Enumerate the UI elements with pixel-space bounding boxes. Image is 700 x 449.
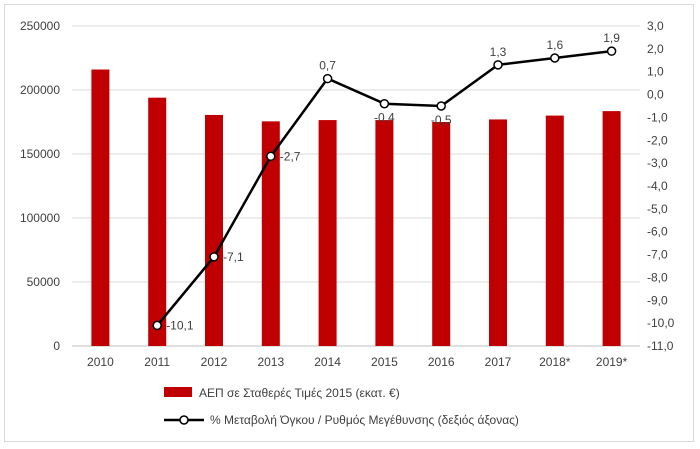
growth-data-label: 1,9 — [603, 31, 620, 45]
gdp-bars — [91, 69, 621, 347]
right-tick-label: -5,0 — [647, 202, 668, 216]
gdp-bar — [91, 69, 110, 347]
growth-point — [209, 252, 219, 262]
growth-point — [436, 101, 446, 111]
growth-point — [550, 53, 560, 63]
right-tick-label: -7,0 — [647, 248, 668, 262]
x-tick-label: 2019* — [596, 355, 628, 369]
x-tick-label: 2017 — [485, 355, 512, 369]
legend-line-label: % Μεταβολή Όγκου / Ρυθμός Μεγέθυνσης (δε… — [210, 413, 519, 427]
left-tick-label: 0 — [53, 339, 60, 353]
right-tick-label: -4,0 — [647, 179, 668, 193]
x-axis-ticks: 2010 2011 2012 2013 2014 2015 2016 2017 2018* 201… — [87, 355, 628, 369]
left-tick-label: 150000 — [20, 147, 60, 161]
growth-data-label: -7,1 — [223, 250, 244, 264]
x-tick-label: 2015 — [371, 355, 398, 369]
growth-data-label: 1,6 — [546, 38, 563, 52]
growth-point — [266, 151, 276, 162]
legend-line-marker — [179, 415, 189, 425]
right-tick-label: 2,0 — [647, 42, 664, 56]
x-tick-label: 2012 — [201, 355, 228, 369]
x-tick-label: 2013 — [257, 355, 284, 369]
gdp-bar — [545, 115, 564, 346]
x-tick-label: 2018* — [539, 355, 571, 369]
gdp-bar — [148, 97, 167, 347]
right-tick-label: -6,0 — [647, 225, 668, 239]
right-tick-label: 1,0 — [647, 65, 664, 79]
growth-data-label: -0,4 — [374, 111, 395, 125]
left-tick-label: 100000 — [20, 211, 60, 225]
growth-data-label: 1,3 — [490, 45, 507, 59]
growth-point — [379, 98, 390, 109]
x-tick-label: 2010 — [87, 355, 114, 369]
legend-bar-label: ΑΕΠ σε Σταθερές Τιμές 2015 (εκατ. €) — [199, 386, 400, 400]
growth-data-label: -0,5 — [431, 113, 452, 127]
x-tick-label: 2016 — [428, 355, 455, 369]
legend: ΑΕΠ σε Σταθερές Τιμές 2015 (εκατ. €) % Μ… — [164, 386, 519, 427]
gdp-bar — [375, 120, 394, 346]
growth-point — [606, 46, 617, 56]
x-tick-label: 2011 — [144, 355, 170, 369]
gdp-bar — [261, 121, 280, 346]
gdp-bar — [318, 120, 337, 346]
growth-data-label: 0,7 — [319, 59, 336, 73]
left-axis-ticks: 0 50000 100000 150000 200000 250000 — [20, 19, 60, 353]
growth-point — [152, 320, 162, 331]
left-tick-label: 50000 — [27, 275, 61, 289]
right-tick-label: -10,0 — [647, 316, 675, 330]
right-axis-ticks: 3,0 2,0 1,0 0,0 -1,0 -2,0 -3,0 -4,0 -5,0 -6,0 -7,0… — [647, 19, 675, 353]
right-tick-label: -8,0 — [647, 270, 668, 284]
growth-point — [322, 73, 333, 84]
left-tick-label: 200000 — [20, 83, 60, 97]
right-tick-label: -2,0 — [647, 133, 668, 147]
right-tick-label: -9,0 — [647, 293, 668, 307]
right-tick-label: -1,0 — [647, 110, 668, 124]
gdp-bar — [432, 122, 451, 346]
growth-data-label: -10,1 — [166, 318, 194, 332]
chart-frame — [4, 4, 694, 442]
left-tick-label: 250000 — [20, 19, 60, 33]
growth-point — [493, 60, 503, 70]
legend-bar-swatch — [164, 387, 192, 397]
right-tick-label: -11,0 — [647, 339, 674, 353]
growth-line: -10,1 -7,1 -2,7 0,7 -0,4 -0,5 1,3 1,6 1,9 — [152, 31, 620, 332]
right-tick-label: -3,0 — [647, 156, 668, 170]
right-tick-label: 3,0 — [647, 19, 664, 33]
gdp-bar — [602, 111, 621, 347]
gdp-bar — [489, 119, 507, 346]
x-tick-label: 2014 — [314, 355, 341, 369]
growth-data-label: -2,7 — [280, 149, 301, 163]
gdp-bar — [205, 114, 223, 347]
right-tick-label: 0,0 — [647, 88, 664, 102]
gridlines — [72, 25, 640, 347]
